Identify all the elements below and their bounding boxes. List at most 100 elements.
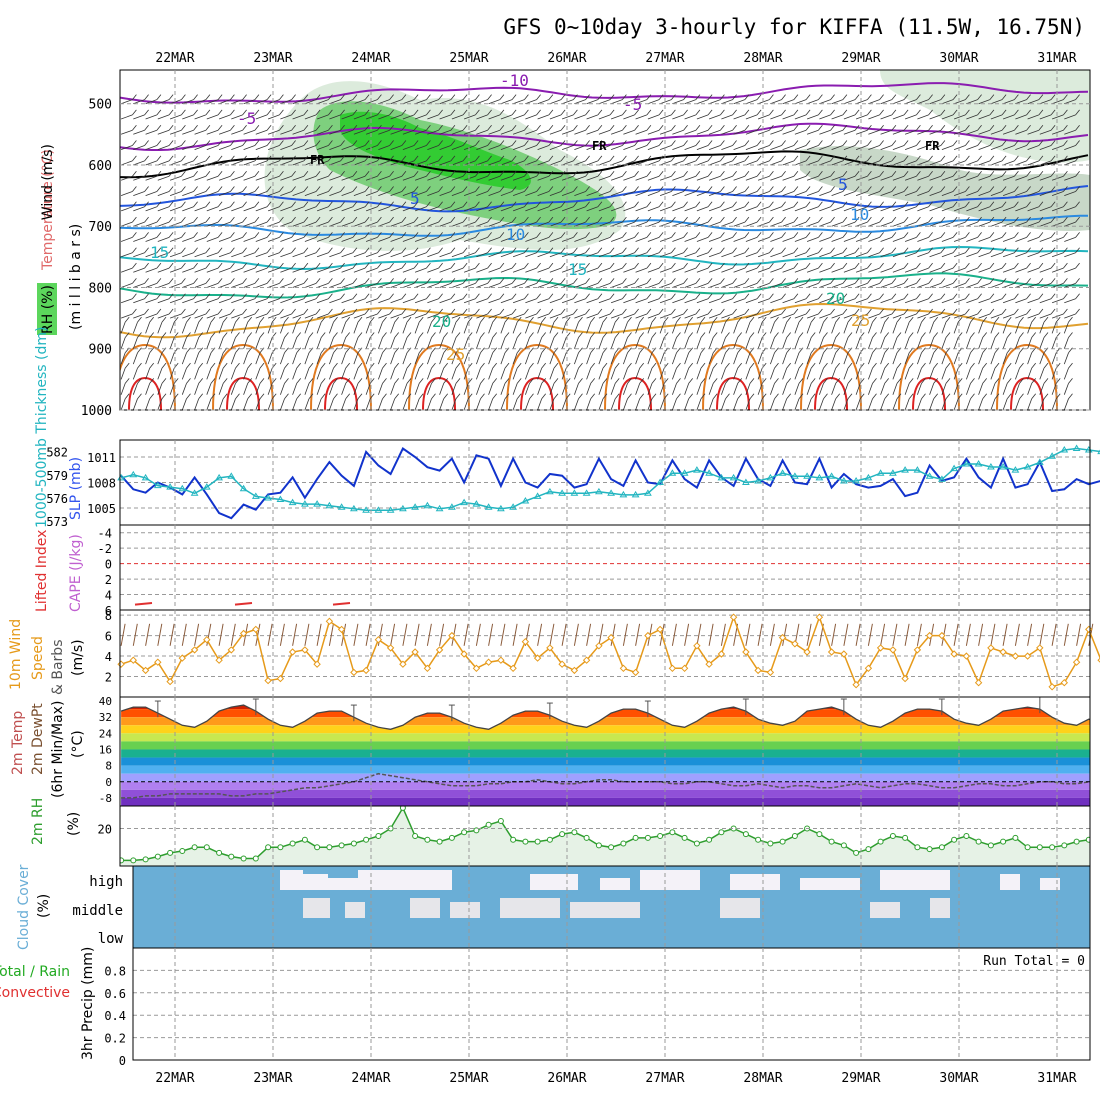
wind-barb-flag [173, 393, 179, 399]
wind-barb [917, 352, 922, 365]
temp-band [121, 725, 1090, 734]
wind-barb [182, 298, 194, 304]
wind-barb-flag [614, 393, 620, 399]
wind-barb-flag [357, 378, 363, 384]
wind-barb [316, 267, 329, 273]
wind-barb [206, 99, 219, 105]
wind-barb-flag [676, 347, 681, 354]
wind-barb-flag [303, 247, 309, 253]
wind-barb [696, 383, 702, 395]
wind-barb-flag [1043, 378, 1049, 384]
date-label-bottom: 24MAR [351, 1071, 390, 1086]
wind-barb [292, 114, 305, 120]
slp-tick-label: 1005 [87, 502, 116, 516]
wind-barb [794, 283, 807, 288]
rh2m-point [191, 844, 198, 851]
wind-barb-flag [401, 308, 407, 315]
wind-barb-flag [1006, 393, 1012, 399]
wind-barb [500, 206, 513, 212]
wind-barb-flag [242, 262, 247, 269]
wind-barb [353, 191, 366, 196]
wind-barb-flag [394, 378, 400, 384]
wind-barb-flag [830, 308, 835, 315]
wind-barb [512, 252, 525, 258]
wind-barb [329, 129, 341, 135]
wind-barb [157, 383, 163, 395]
wind-barb-flag [683, 186, 688, 192]
wind-barb-flag [639, 316, 645, 323]
thickness-point [362, 506, 370, 513]
wind-barb-flag [499, 262, 505, 269]
wind-barb [316, 321, 322, 334]
wind10-barb [390, 623, 396, 646]
wind-barb [647, 145, 660, 150]
wind-barb [463, 267, 476, 273]
wind-barb-flag [830, 278, 835, 284]
wind-barb-flag [340, 186, 345, 192]
wind-barb [182, 129, 194, 135]
wind-barb-flag [585, 262, 590, 269]
wind-barb-flag [891, 262, 897, 269]
wind-barb-flag [585, 293, 590, 299]
wind-barb [378, 398, 383, 410]
wind-barb-flag [744, 308, 750, 315]
wind-barb [439, 99, 452, 105]
wind-barb [892, 160, 905, 166]
wind-barb-flag [634, 109, 639, 116]
wind-barb [243, 337, 249, 349]
wind-barb [292, 383, 298, 395]
wind-barb-flag [541, 378, 547, 384]
wind-barb [708, 383, 714, 395]
wind-barb [512, 337, 518, 349]
wind-barb [157, 145, 170, 150]
wind-barb [353, 237, 366, 242]
wind-barb-flag [217, 216, 223, 223]
wind-barb [390, 283, 403, 288]
wind-barb-flag [744, 124, 750, 131]
wind-barb [157, 283, 170, 288]
wind-barb-flag [168, 216, 174, 223]
wind-barb-flag [333, 332, 338, 338]
wind-barb [365, 252, 378, 258]
wind-barb-flag [707, 278, 713, 284]
wind-barb [1039, 267, 1052, 273]
wind-barb [292, 267, 305, 273]
rh2m-point [718, 829, 725, 836]
wind-barb-flag [835, 316, 841, 323]
wind-barb-flag [810, 362, 816, 369]
wind-barb-flag [957, 393, 963, 399]
wind-barb-flag [842, 94, 848, 100]
wind-barb-flag [823, 332, 828, 338]
wind-barb-flag [438, 186, 443, 192]
wind-barb-flag [541, 316, 547, 323]
wind-barb [525, 383, 530, 395]
wind10-barb [978, 623, 984, 646]
wind10-barb [843, 623, 849, 646]
wind-barb [488, 283, 501, 288]
wind-barb-flag [475, 262, 480, 269]
wind-barb-flag [646, 109, 652, 116]
wind-barb [304, 252, 317, 258]
wind-barb [145, 337, 151, 349]
wind-barb-flag [805, 247, 811, 253]
wind-barb [586, 145, 599, 150]
wind-barb [831, 221, 844, 227]
wind-barb-flag [928, 293, 933, 299]
wind-barb [549, 321, 555, 334]
wind-barb [1064, 206, 1076, 212]
wind-barb [427, 160, 439, 166]
wind-barb [182, 237, 194, 242]
wind10-barb [426, 623, 432, 646]
wind-barb [745, 283, 758, 288]
wind-barb-flag [511, 140, 517, 146]
wind10-point [693, 642, 701, 650]
wind-barb-flag [156, 201, 162, 208]
wind-barb-flag [614, 378, 620, 384]
wind-barb-flag [1026, 278, 1031, 284]
wind-barb [206, 383, 212, 395]
wind-barb-flag [536, 262, 541, 269]
wind-barb-flag [1038, 201, 1044, 208]
wind-barb [880, 321, 886, 334]
wind-barb-flag [536, 94, 541, 100]
wind-barb [623, 99, 635, 105]
